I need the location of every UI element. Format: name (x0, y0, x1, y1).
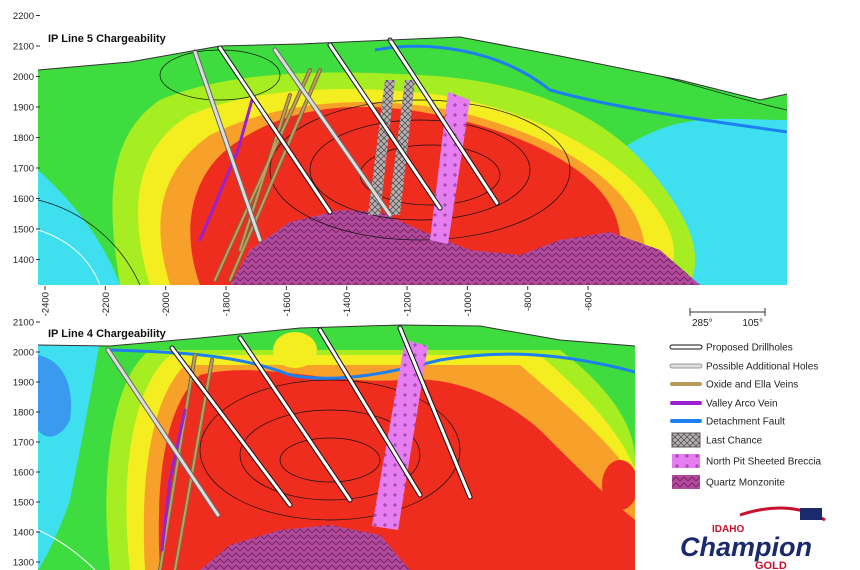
legend-item: North Pit Sheeted Breccia (672, 454, 821, 468)
legend-item: Quartz Monzonite (672, 475, 785, 489)
legend-label: Oxide and Ella Veins (706, 380, 798, 391)
swatch (672, 475, 700, 489)
legend-label: Valley Arco Vein (706, 399, 778, 410)
y-tick-label: 1400 (13, 255, 34, 266)
legend-label: Proposed Drillholes (706, 343, 793, 354)
legend-label: Possible Additional Holes (706, 362, 818, 373)
y-tick-label: 2000 (13, 348, 34, 359)
y-tick-label: 1300 (13, 558, 34, 569)
y-tick-label: 1600 (13, 468, 34, 479)
legend-label: Detachment Fault (706, 417, 785, 428)
x-tick-label: -2200 (101, 292, 112, 316)
swatch (671, 432, 701, 448)
panel-title: IP Line 4 Chargeability (48, 328, 167, 340)
x-tick-label: -1200 (403, 292, 414, 316)
legend-label: Last Chance (706, 436, 763, 447)
y-tick-label: 2100 (13, 42, 34, 53)
legend-item: Proposed Drillholes (669, 343, 793, 354)
surface-line-4 (37, 324, 636, 347)
section-line-5 (38, 37, 787, 285)
y-tick-label: 1700 (13, 164, 34, 175)
section-line-4 (38, 325, 635, 570)
x-tick-label: -800 (523, 292, 534, 311)
y-tick-label: 1800 (13, 133, 34, 144)
orientation-left: 285° (692, 318, 713, 329)
logo-suffix: GOLD (755, 560, 787, 570)
legend-item: Oxide and Ella Veins (670, 380, 798, 391)
x-tick-label: -2400 (41, 292, 52, 316)
logo-name: Champion (680, 532, 812, 562)
orientation-right: 105° (742, 318, 763, 329)
legend-item: Possible Additional Holes (669, 362, 818, 373)
logo-brand: IDAHO (712, 524, 744, 535)
x-tick-label: -1800 (222, 292, 233, 316)
legend-label: Quartz Monzonite (706, 478, 785, 489)
drillholes-line-5 (192, 37, 500, 282)
x-tick-label: -2000 (161, 292, 172, 316)
y-tick-label: 2000 (13, 72, 34, 83)
swatch (672, 454, 700, 468)
y-tick-label: 1500 (13, 498, 34, 509)
legend-item: Valley Arco Vein (670, 399, 778, 410)
y-tick-label: 2100 (13, 318, 34, 329)
y-tick-label: 1800 (13, 408, 34, 419)
panel-title: IP Line 5 Chargeability (48, 33, 167, 45)
y-tick-label: 1600 (13, 194, 34, 205)
legend-label: North Pit Sheeted Breccia (706, 457, 821, 468)
surface-line-5 (37, 36, 788, 101)
x-tick-label: -1400 (342, 292, 353, 316)
y-tick-label: 1400 (13, 528, 34, 539)
orientation: 285° 105° (689, 308, 766, 329)
y-tick-label: 1700 (13, 438, 34, 449)
y-tick-label: 2200 (13, 11, 34, 22)
x-tick-label: -1000 (463, 292, 474, 316)
legend: Proposed Drillholes Possible Additional H… (669, 343, 821, 489)
legend-item: Detachment Fault (670, 417, 785, 428)
logo: IDAHO Champion GOLD (680, 506, 826, 570)
drillholes-line-4 (105, 325, 473, 570)
legend-item: Last Chance (671, 432, 763, 448)
y-tick-label: 1500 (13, 225, 34, 236)
x-tick-label: -600 (584, 292, 595, 311)
x-tick-label: -1600 (282, 292, 293, 316)
y-tick-label: 1900 (13, 378, 34, 389)
y-tick-label: 1900 (13, 103, 34, 114)
